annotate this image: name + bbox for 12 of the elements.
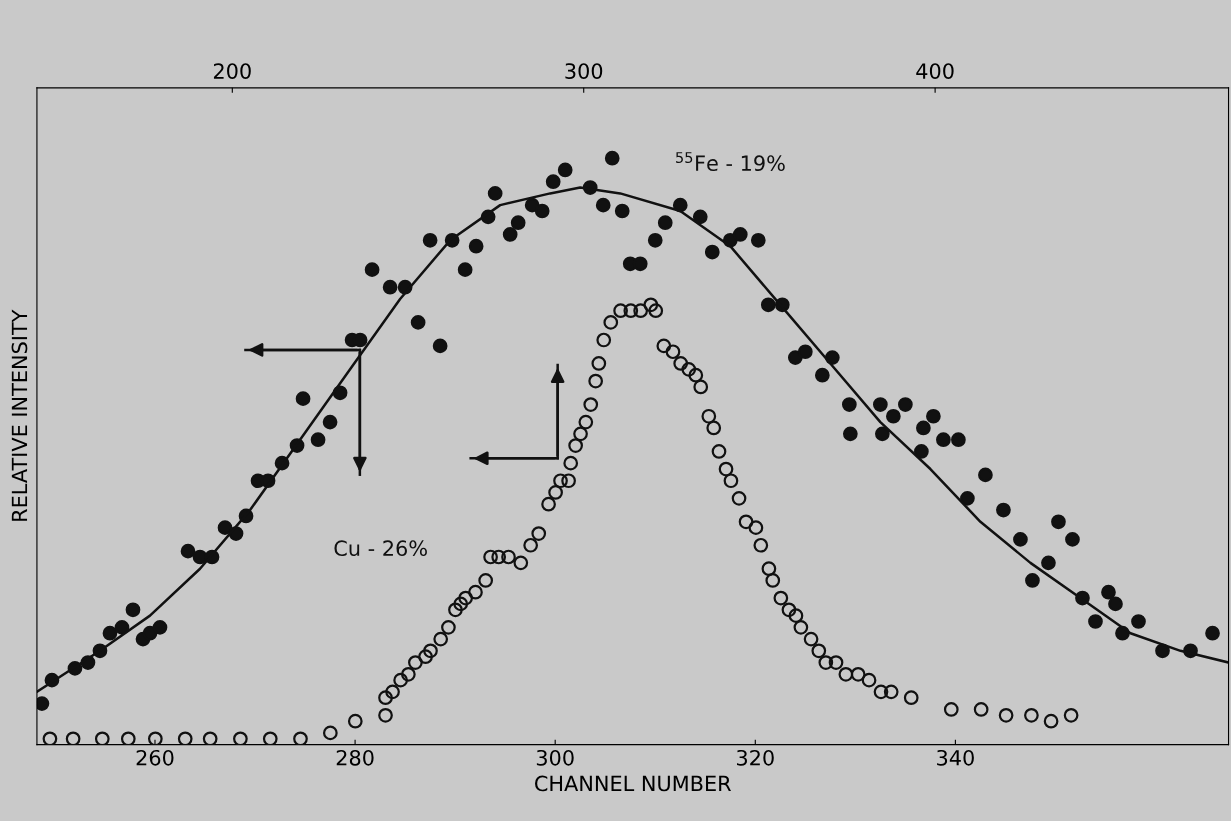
x-tick-label: 260 [136, 749, 174, 766]
y-axis-title: RELATIVE INTENSITY [11, 309, 28, 521]
x-tick-label: 300 [536, 749, 574, 766]
x2-tick-label: 300 [565, 63, 603, 79]
x-axis-title: CHANNEL NUMBER [535, 775, 732, 792]
series-label: $^{55}$Fe - 19% [676, 152, 785, 172]
x-tick-label: 340 [937, 749, 974, 766]
x-tick-label: 280 [336, 749, 374, 766]
x2-tick-label: 400 [916, 63, 954, 79]
text: Cu - 26% [334, 540, 427, 557]
x-tick-label: 320 [737, 749, 774, 766]
x2-tick-label: 200 [213, 63, 251, 79]
